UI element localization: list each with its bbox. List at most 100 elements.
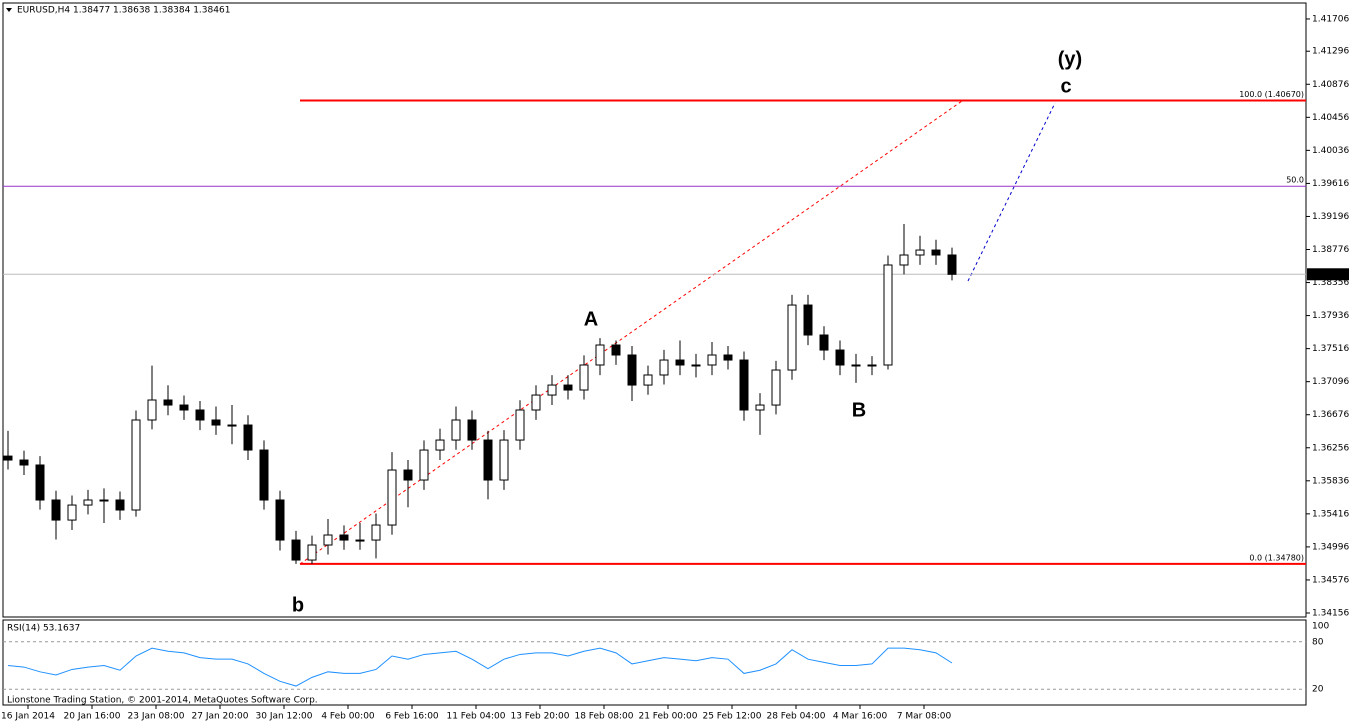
candle-body (211, 419, 221, 426)
x-tick-label: 16 Jan 2014 (1, 712, 55, 722)
candle-body (371, 524, 381, 541)
candle-body (195, 409, 205, 421)
candle-body (323, 534, 333, 546)
x-tick-label: 4 Feb 00:00 (321, 712, 375, 722)
candle-body (579, 364, 589, 391)
candle-body (723, 354, 733, 361)
candle-body (115, 499, 125, 511)
candle-body (835, 349, 845, 366)
candle-body (867, 364, 877, 367)
candle-body (67, 504, 77, 521)
candle-body (515, 409, 525, 441)
x-tick-label: 25 Feb 12:00 (702, 712, 761, 722)
candle-body (259, 449, 269, 501)
rsi-tick-label: 100 (1312, 622, 1329, 632)
y-tick-label: 1.37936 (1312, 311, 1349, 321)
candle-body (131, 419, 141, 511)
candle-body (611, 344, 621, 356)
y-tick-label: 1.40456 (1312, 113, 1349, 123)
candle-body (339, 534, 349, 541)
candle-body (675, 359, 685, 366)
candle-body (355, 539, 365, 542)
wave-label: (y) (1058, 48, 1082, 70)
candle-body (771, 369, 781, 406)
fib-trendline (299, 100, 963, 565)
candle-body (291, 539, 301, 561)
y-tick-label: 1.39196 (1312, 212, 1349, 222)
candle-body (243, 424, 253, 451)
rsi-line (7, 647, 953, 687)
fib-level-label: 100.0 (1.40670) (1239, 90, 1304, 99)
y-tick-label: 1.41706 (1312, 14, 1349, 24)
candle-body (147, 399, 157, 421)
candle-body (387, 469, 397, 526)
rsi-tick-label: 80 (1312, 637, 1324, 647)
fib-level-label: 0.0 (1.34780) (1249, 553, 1304, 562)
wave-label: b (292, 594, 304, 616)
fib-level-label: 50.0 (1286, 176, 1304, 185)
y-tick-label: 1.39616 (1312, 179, 1349, 189)
projection-line (967, 102, 1056, 282)
candle-body (83, 499, 93, 506)
wave-label: c (1060, 75, 1071, 97)
symbol-header: EURUSD,H4 1.38477 1.38638 1.38384 1.3846… (17, 6, 230, 16)
candle-body (275, 499, 285, 541)
candle-body (803, 304, 813, 336)
candle-body (531, 394, 541, 411)
y-tick-label: 1.40876 (1312, 80, 1349, 90)
last-price-label: 1.38461 (1311, 270, 1348, 280)
wave-label: A (584, 308, 598, 330)
y-tick-label: 1.34996 (1312, 542, 1349, 552)
x-tick-label: 28 Feb 04:00 (766, 712, 825, 722)
y-tick-label: 1.34156 (1312, 608, 1349, 618)
candle-body (915, 249, 925, 256)
y-tick-label: 1.35836 (1312, 476, 1349, 486)
y-tick-label: 1.35416 (1312, 509, 1349, 519)
candle-body (163, 399, 173, 406)
candle-body (19, 459, 29, 466)
candle-body (35, 464, 45, 501)
candle-body (499, 439, 509, 481)
candle-body (931, 249, 941, 256)
x-tick-label: 13 Feb 20:00 (510, 712, 569, 722)
candle-body (547, 384, 557, 396)
candle-body (595, 344, 605, 366)
candle-body (563, 384, 573, 391)
candle-body (99, 499, 109, 502)
candle-body (899, 254, 909, 266)
candle-body (435, 439, 445, 451)
candle-body (483, 439, 493, 481)
candle-body (3, 455, 13, 461)
y-tick-label: 1.37096 (1312, 377, 1349, 387)
x-tick-label: 11 Feb 04:00 (446, 712, 505, 722)
candle-body (819, 334, 829, 351)
candle-body (467, 419, 477, 441)
rsi-frame (2, 619, 1307, 706)
y-tick-label: 1.36256 (1312, 443, 1349, 453)
x-tick-label: 4 Mar 16:00 (833, 712, 888, 722)
candle-body (643, 374, 653, 386)
x-tick-label: 6 Feb 16:00 (385, 712, 439, 722)
candle-body (307, 544, 317, 561)
rsi-tick-label: 20 (1312, 685, 1324, 695)
wave-label: B (852, 399, 866, 421)
y-tick-label: 1.40036 (1312, 146, 1349, 156)
candle-body (227, 424, 237, 427)
candle-body (883, 264, 893, 366)
y-tick-label: 1.36676 (1312, 410, 1349, 420)
y-tick-label: 1.37516 (1312, 344, 1349, 354)
footer: Lionstone Trading Station, © 2001-2014, … (7, 696, 318, 706)
rsi-title: RSI(14) 53.1637 (7, 624, 80, 634)
candle-body (403, 469, 413, 481)
y-tick-label: 1.41296 (1312, 47, 1349, 57)
y-tick-label: 1.34576 (1312, 575, 1349, 585)
x-tick-label: 18 Feb 08:00 (574, 712, 633, 722)
x-tick-label: 23 Jan 08:00 (128, 712, 185, 722)
candle-body (739, 359, 749, 411)
x-tick-label: 21 Feb 00:00 (638, 712, 697, 722)
candle-body (51, 499, 61, 521)
candle-body (659, 359, 669, 376)
candle-body (627, 354, 637, 386)
candle-body (755, 404, 765, 411)
